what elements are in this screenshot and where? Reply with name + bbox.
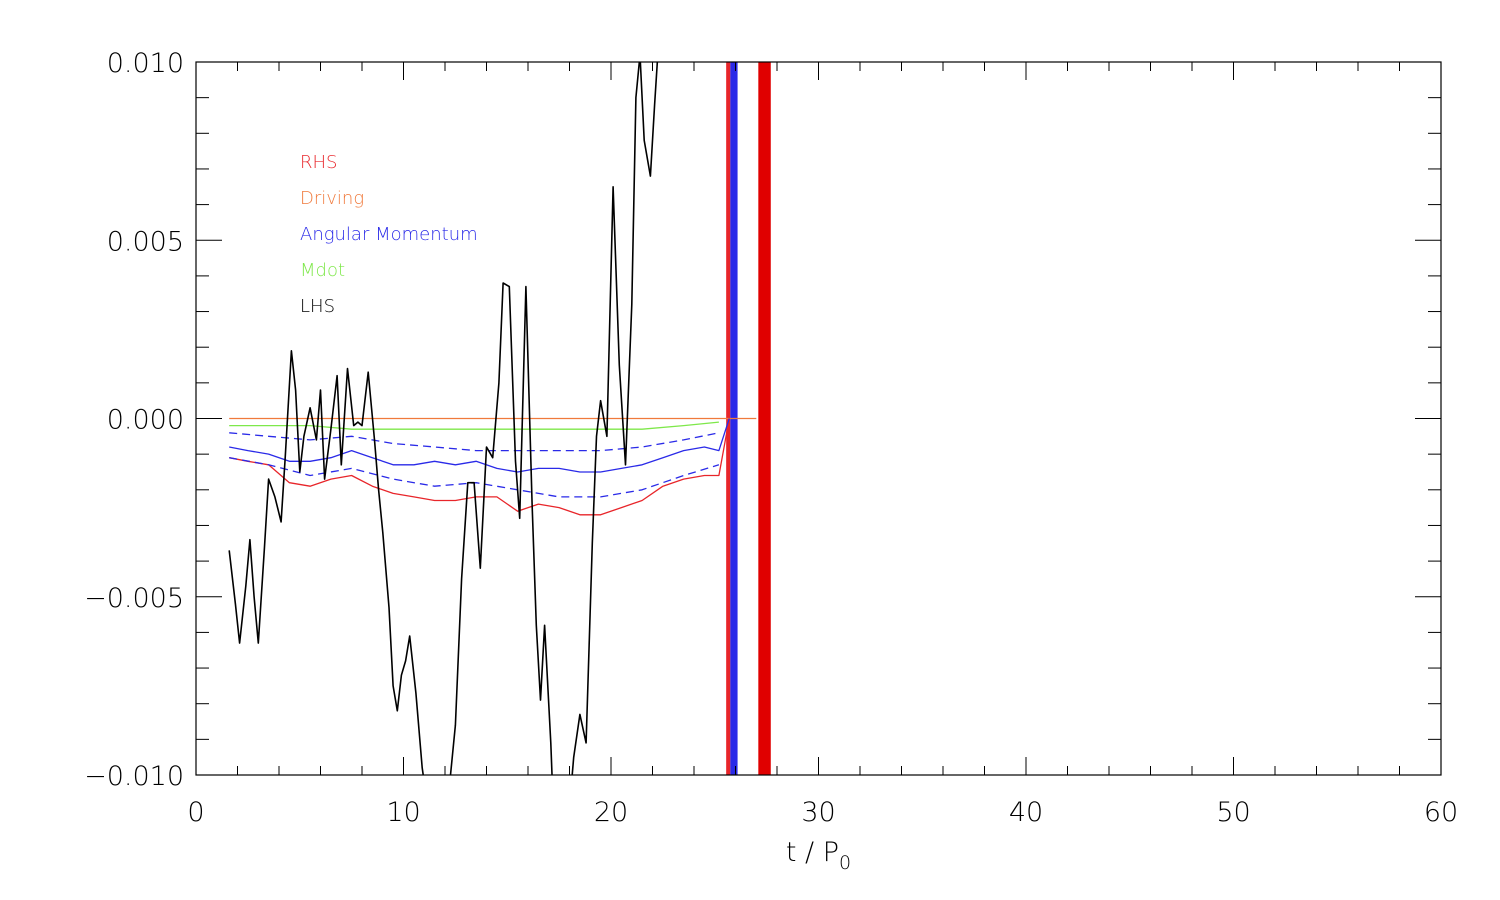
x-axis-title: t / P0: [786, 837, 851, 874]
legend-entry: Angular Momentum: [300, 224, 478, 245]
y-tick-label: 0.000: [107, 405, 184, 436]
legend-entry: LHS: [300, 296, 335, 317]
y-tick-label: 0.005: [107, 226, 184, 257]
series-lines: [228, 62, 757, 775]
y-tick-label: −0.005: [84, 583, 184, 614]
y-tick-labels: −0.010 −0.005 0.000 0.005 0.010: [84, 48, 184, 792]
series-line-angular-momentum: [229, 418, 730, 473]
series-line-rhs: [229, 418, 730, 516]
x-tick-labels: 0 10 20 30 40 50 60: [187, 797, 1458, 828]
series-line-lhs: [228, 62, 659, 775]
series-line-mdot: [229, 421, 719, 430]
x-tick-label: 60: [1424, 797, 1458, 828]
series-line-angular-momentum-lower-: [229, 457, 720, 498]
x-tick-label: 40: [1009, 797, 1043, 828]
x-tick-label: 0: [187, 797, 204, 828]
vertical-band-2: [758, 62, 771, 775]
series-line-angular-momentum-upper-: [229, 432, 720, 452]
x-axis-title-main: t / P: [786, 837, 839, 868]
x-axis-title-subscript: 0: [839, 852, 851, 874]
legend-entry: RHS: [300, 152, 337, 173]
axis-ticks: [195, 61, 1442, 776]
x-tick-label: 30: [801, 797, 835, 828]
legend-entry: Mdot: [300, 260, 345, 281]
y-tick-label: 0.010: [107, 48, 184, 79]
legend: RHS Driving Angular Momentum Mdot LHS: [300, 152, 478, 317]
x-tick-label: 50: [1216, 797, 1250, 828]
legend-entry: Driving: [300, 188, 364, 209]
x-tick-label: 20: [594, 797, 628, 828]
y-tick-label: −0.010: [84, 761, 184, 792]
x-tick-label: 10: [386, 797, 420, 828]
